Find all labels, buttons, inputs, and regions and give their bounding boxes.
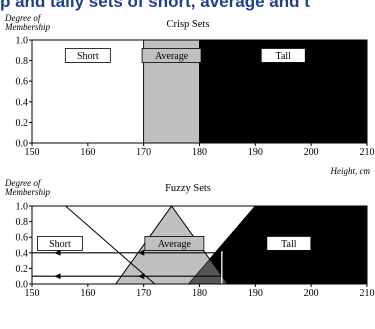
crisp-label-average-text: Average [155,51,189,62]
crisp-ylabel-line2: Membership [4,22,50,32]
crisp-y-tick-label: 0.4 [16,97,29,108]
crisp-label-tall-box [260,48,306,63]
crisp-y-tick-label: 0.2 [16,118,29,129]
fuzzy-label-tall: Tall [266,236,312,251]
fuzzy-x-tick-label: 170 [136,288,151,299]
fuzzy-y-tick-label: 0.6 [16,233,29,244]
fuzzy-y-tick-label: 1.0 [16,202,29,213]
fuzzy-label-tall-text: Tall [281,239,297,250]
crisp-x-tick-label: 150 [25,147,40,158]
fuzzy-y-tick-label: 0.0 [16,280,29,291]
crisp-y-tick-label: 0.0 [16,139,29,150]
fuzzy-x-tick-label: 190 [248,288,263,299]
fuzzy-chart-title: Fuzzy Sets [165,183,211,194]
fuzzy-arrowhead-mid [138,249,145,256]
fuzzy-label-average-text: Average [158,239,192,250]
crisp-label-average: Average [141,48,202,63]
crisp-xlabel: Height, cm [330,166,371,176]
fuzzy-x-tick-label: 200 [304,288,319,299]
fuzzy-label-average: Average [144,236,205,251]
fuzzy-label-short: Short [37,236,83,251]
fuzzy-x-tick-label: 180 [192,288,207,299]
fuzzy-arrowhead-left [54,273,61,280]
fuzzy-label-average-box [144,236,205,251]
crisp-x-tick-label: 180 [192,147,207,158]
crisp-label-short-box [64,48,111,63]
fuzzy-arrowhead-left [54,249,61,256]
fuzzy-x-tick-label: 160 [80,288,95,299]
slide-header: p and tally sets of short, average and t [0,0,310,11]
crisp-x-tick-label: 200 [304,147,319,158]
crisp-set-tall [199,39,368,144]
fuzzy-sets-chart: Degree of Membership Fuzzy Sets Short Ave… [4,178,375,299]
fuzzy-label-short-text: Short [49,239,71,250]
crisp-x-tick-label: 190 [248,147,263,158]
crisp-label-short-text: Short [77,51,99,62]
fuzzy-y-tick-label: 0.4 [16,248,29,259]
crisp-chart-title: Crisp Sets [167,19,210,30]
crisp-label-tall: Tall [260,48,306,63]
crisp-x-tick-label: 210 [360,147,375,158]
crisp-x-tick-label: 160 [80,147,95,158]
crisp-y-tick-label: 0.6 [16,77,29,88]
fuzzy-arrowhead-mid [138,273,145,280]
fuzzy-ylabel-line2: Membership [4,187,50,197]
fuzzy-label-short-box [37,236,83,251]
fuzzy-y-tick-label: 0.2 [16,264,29,275]
crisp-label-tall-text: Tall [276,51,292,62]
fuzzy-ylabel-line1: Degree of [4,178,42,188]
crisp-y-tick-label: 1.0 [16,36,29,47]
fuzzy-y-tick-label: 0.8 [16,217,29,228]
crisp-ylabel-line1: Degree of [4,13,42,23]
fuzzy-x-tick-label: 150 [25,288,40,299]
crisp-y-tick-label: 0.8 [16,56,29,67]
fuzzy-label-tall-box [266,236,312,251]
crisp-sets-chart: Degree of Membership Crisp Sets Short Ave… [4,13,375,176]
crisp-label-average-box [141,48,202,63]
crisp-x-tick-label: 170 [136,147,151,158]
crisp-label-short: Short [64,48,111,63]
fuzzy-x-tick-label: 210 [360,288,375,299]
